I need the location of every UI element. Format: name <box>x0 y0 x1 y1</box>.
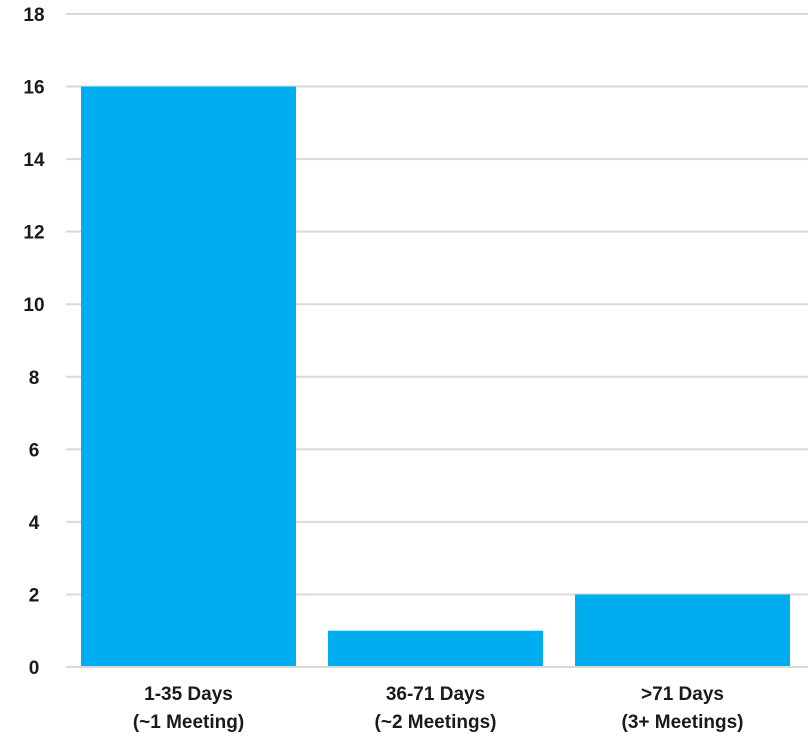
y-tick-label: 6 <box>29 440 40 461</box>
y-tick-label: 10 <box>23 295 44 316</box>
x-category-label-line: 36-71 Days <box>386 684 485 705</box>
y-tick-label: 16 <box>23 78 44 99</box>
y-axis-tick-labels: 0 2 4 6 8 10 12 14 16 18 <box>23 5 45 679</box>
y-tick-label: 8 <box>29 368 40 389</box>
x-category-label: 36-71 Days (~2 Meetings) <box>375 684 497 733</box>
x-category-label-line: 1-35 Days <box>144 684 233 705</box>
y-tick-label: 4 <box>29 513 40 534</box>
x-category-label-line: (~1 Meeting) <box>133 712 244 733</box>
bar-3 <box>575 594 790 667</box>
y-tick-label: 14 <box>23 150 45 171</box>
x-category-label-line: (~2 Meetings) <box>375 712 497 733</box>
x-category-label-line: (3+ Meetings) <box>622 712 744 733</box>
y-tick-label: 18 <box>23 5 44 26</box>
bar-2 <box>328 630 543 667</box>
x-category-label: 1-35 Days (~1 Meeting) <box>133 684 244 733</box>
y-tick-label: 2 <box>29 585 40 606</box>
x-category-label-line: >71 Days <box>641 684 724 705</box>
x-axis-category-labels: 1-35 Days (~1 Meeting) 36-71 Days (~2 Meeti… <box>133 684 744 733</box>
y-tick-label: 12 <box>23 223 44 244</box>
bars <box>66 86 808 668</box>
x-category-label: >71 Days (3+ Meetings) <box>622 684 744 733</box>
bar-1 <box>81 86 296 668</box>
y-tick-label: 0 <box>29 658 40 679</box>
